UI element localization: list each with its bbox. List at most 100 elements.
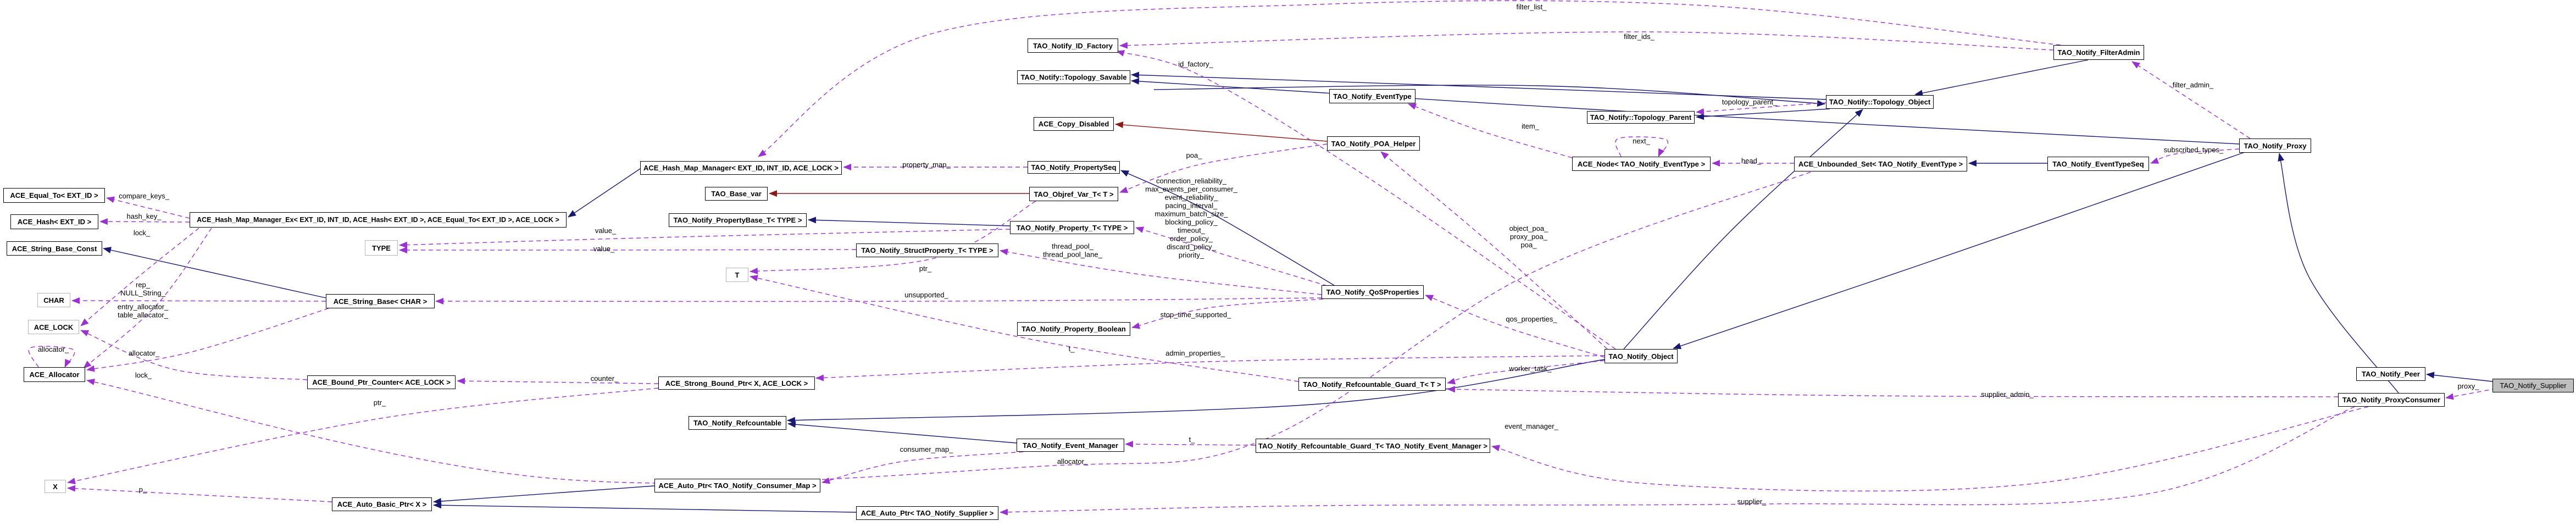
- class-node-ace-node-eventtype[interactable]: ACE_Node< TAO_Notify_EventType >: [1572, 157, 1711, 171]
- class-node-topology-savable[interactable]: TAO_Notify::Topology_Savable: [1017, 70, 1130, 84]
- class-node-label: ACE_Node< TAO_Notify_EventType >: [1577, 159, 1706, 168]
- class-node-ace-hash-map-manager[interactable]: ACE_Hash_Map_Manager< EXT_ID, INT_ID, AC…: [640, 161, 842, 175]
- class-node-tao-objref-var-t[interactable]: TAO_Objref_Var_T< T >: [1029, 187, 1118, 201]
- edge-use-value-1: [399, 229, 1011, 248]
- class-node-ace-strong-bound-ptr[interactable]: ACE_Strong_Bound_Ptr< X, ACE_LOCK >: [658, 376, 815, 390]
- edge-inh-property-t: [808, 217, 1011, 226]
- class-node-ace-string-base-char[interactable]: ACE_String_Base< CHAR >: [326, 294, 435, 308]
- edge-use-item: [1408, 103, 1573, 158]
- class-node-tao-notify-qosproperties[interactable]: TAO_Notify_QoSProperties: [1322, 285, 1424, 299]
- class-node-tao-notify-propertybase-t[interactable]: TAO_Notify_PropertyBase_T< TYPE >: [669, 213, 807, 227]
- edge-label-use-ptr-objref: ptr_: [919, 264, 932, 273]
- class-node-tao-notify-proxyconsumer[interactable]: TAO_Notify_ProxyConsumer: [2338, 393, 2445, 407]
- edge-use-next-self: [1615, 136, 1668, 157]
- class-node-ace-string-base-const[interactable]: ACE_String_Base_Const: [7, 241, 102, 256]
- class-node-tao-notify-filteradmin[interactable]: TAO_Notify_FilterAdmin: [2053, 45, 2144, 60]
- class-node-label: TAO_Notify_QoSProperties: [1326, 288, 1419, 296]
- class-node-tao-notify-poa-helper[interactable]: TAO_Notify_POA_Helper: [1327, 136, 1420, 151]
- edge-label-use-object-poas: object_poa_ proxy_poa_ poa_: [1509, 224, 1549, 249]
- class-node-label: ACE_Equal_To< EXT_ID >: [10, 191, 98, 200]
- edge-label-use-value-2: value_: [593, 245, 615, 253]
- class-node-topology-parent[interactable]: TAO_Notify::Topology_Parent: [1587, 111, 1695, 124]
- class-node-ace-hash-map-manager-ex[interactable]: ACE_Hash_Map_Manager_Ex< EXT_ID, INT_ID,…: [190, 212, 567, 228]
- class-node-tao-notify-event-manager[interactable]: TAO_Notify_Event_Manager: [1017, 439, 1124, 452]
- edge-label-use-topology-parent: topology_parent_: [1722, 98, 1778, 106]
- class-node-label: ACE_Allocator: [29, 370, 80, 379]
- class-node-label: TAO_Notify_Event_Manager: [1023, 441, 1118, 450]
- edge-priv-poahelper-copydis: [1115, 121, 1328, 142]
- class-node-refcountable-guard-event-manager[interactable]: TAO_Notify_Refcountable_Guard_T< TAO_Not…: [1256, 439, 1490, 453]
- edge-use-lock-hashmap: [80, 228, 199, 326]
- class-node-x-param: X: [45, 480, 66, 493]
- edge-use-supplier-admin: [1447, 386, 2339, 397]
- class-node-tao-notify-proxy[interactable]: TAO_Notify_Proxy: [2239, 139, 2311, 153]
- class-node-label: ACE_LOCK: [34, 323, 74, 331]
- class-node-tao-notify-property-boolean[interactable]: TAO_Notify_Property_Boolean: [1017, 322, 1130, 336]
- edge-label-use-proxy: proxy_: [2457, 382, 2479, 390]
- class-node-label: TAO_Objref_Var_T< T >: [1034, 190, 1114, 198]
- class-node-ace-unbounded-set-eventtype[interactable]: ACE_Unbounded_Set< TAO_Notify_EventType …: [1794, 157, 1967, 171]
- class-node-label: TAO_Notify_ID_Factory: [1033, 41, 1113, 50]
- class-node-tao-notify-refcountable[interactable]: TAO_Notify_Refcountable: [689, 416, 786, 430]
- class-node-label: TAO_Notify_Refcountable_Guard_T< TAO_Not…: [1258, 441, 1488, 450]
- edge-label-use-allocator-string: allocator_: [129, 349, 160, 357]
- edge-label-use-consumer-map: consumer_map_: [900, 445, 954, 453]
- class-node-label: TAO_Notify_Property_T< TYPE >: [1016, 223, 1128, 232]
- class-node-tao-notify-object[interactable]: TAO_Notify_Object: [1605, 349, 1678, 363]
- class-node-label: ACE_String_Base_Const: [12, 244, 97, 253]
- edge-label-use-admin-properties: admin_properties_: [1165, 349, 1225, 357]
- class-node-label: ACE_Bound_Ptr_Counter< ACE_LOCK >: [312, 378, 451, 386]
- edge-use-id-factory: [1116, 50, 1616, 350]
- edge-use-entry-table-alloc: [83, 228, 212, 369]
- edge-use-supplier: [1000, 406, 2355, 516]
- edge-use-worker-task: [1447, 360, 1605, 385]
- class-node-tao-notify-propertyseq[interactable]: TAO_Notify_PropertySeq: [1028, 161, 1120, 174]
- class-node-label: T: [735, 270, 740, 279]
- class-node-ace-hash[interactable]: ACE_Hash< EXT_ID >: [10, 214, 98, 229]
- class-node-tao-notify-property-t[interactable]: TAO_Notify_Property_T< TYPE >: [1010, 221, 1134, 234]
- class-node-label: TAO_Notify_EventTypeSeq: [2052, 159, 2144, 168]
- class-node-refcountable-guard-t[interactable]: TAO_Notify_Refcountable_Guard_T< T >: [1298, 378, 1446, 391]
- class-node-label: ACE_Copy_Disabled: [1038, 120, 1109, 128]
- class-node-label: ACE_Hash< EXT_ID >: [17, 218, 92, 226]
- edge-use-ptr-objref: [750, 201, 1036, 274]
- class-node-ace-bound-ptr-counter[interactable]: ACE_Bound_Ptr_Counter< ACE_LOCK >: [307, 375, 456, 389]
- class-node-ace-auto-ptr-supplier[interactable]: ACE_Auto_Ptr< TAO_Notify_Supplier >: [856, 506, 998, 520]
- class-node-label: ACE_Strong_Bound_Ptr< X, ACE_LOCK >: [665, 379, 808, 387]
- edge-label-use-filter-list: filter_list_: [1517, 3, 1547, 11]
- class-node-tao-notify-structproperty-t[interactable]: TAO_Notify_StructProperty_T< TYPE >: [856, 243, 998, 257]
- class-node-ace-auto-basic-ptr-x[interactable]: ACE_Auto_Basic_Ptr< X >: [332, 497, 432, 511]
- class-node-ace-equal-to[interactable]: ACE_Equal_To< EXT_ID >: [3, 188, 105, 203]
- class-node-ace-allocator[interactable]: ACE_Allocator: [24, 367, 85, 382]
- class-node-tao-base-var[interactable]: TAO_Base_var: [705, 187, 768, 201]
- edge-label-use-rep-nullstring: rep_ NULL_String_: [120, 281, 165, 297]
- edge-use-stop-time: [1131, 298, 1324, 329]
- edge-label-use-allocator-self: allocator_: [38, 345, 69, 353]
- class-node-label: ACE_Hash_Map_Manager_Ex< EXT_ID, INT_ID,…: [197, 216, 559, 224]
- edge-label-use-head: head_: [1741, 157, 1762, 165]
- edge-label-use-compare-keys: compare_keys_: [119, 192, 170, 200]
- edge-use-qos-properties: [1425, 295, 1605, 358]
- class-node-label: TAO_Notify_PropertySeq: [1031, 163, 1117, 171]
- class-node-label: TAO_Notify_EventType: [1333, 92, 1412, 101]
- class-node-label: TAO_Notify_Peer: [2362, 370, 2420, 378]
- class-node-ace-auto-ptr-consumer-map[interactable]: ACE_Auto_Ptr< TAO_Notify_Consumer_Map >: [654, 479, 820, 492]
- edge-use-poa: [1119, 143, 1328, 193]
- class-node-tao-notify-peer[interactable]: TAO_Notify_Peer: [2356, 367, 2425, 381]
- class-node-ace-copy-disabled[interactable]: ACE_Copy_Disabled: [1034, 117, 1114, 131]
- edge-inh-proxy-object: [1673, 152, 2245, 350]
- edge-inh-object-refcount: [787, 359, 1605, 424]
- edge-label-use-lock-hashmap: lock_: [134, 229, 151, 237]
- edge-use-admin-properties: [815, 355, 1605, 381]
- class-node-topology-object[interactable]: TAO_Notify::Topology_Object: [1826, 95, 1934, 109]
- edge-label-use-supplier-admin: supplier_admin_: [1981, 390, 2034, 398]
- edge-use-t-guard: [750, 275, 1299, 382]
- edge-label-use-t-guard: t_: [1069, 345, 1075, 353]
- class-node-tao-notify-id-factory[interactable]: TAO_Notify_ID_Factory: [1028, 38, 1118, 53]
- edge-label-use-supplier: supplier_: [1737, 497, 1767, 506]
- edge-use-consumer-map: [821, 451, 1024, 484]
- class-node-char-param: CHAR: [37, 293, 70, 307]
- class-node-tao-notify-eventtypeseq[interactable]: TAO_Notify_EventTypeSeq: [2047, 157, 2149, 171]
- class-node-tao-notify-eventtype[interactable]: TAO_Notify_EventType: [1329, 89, 1415, 103]
